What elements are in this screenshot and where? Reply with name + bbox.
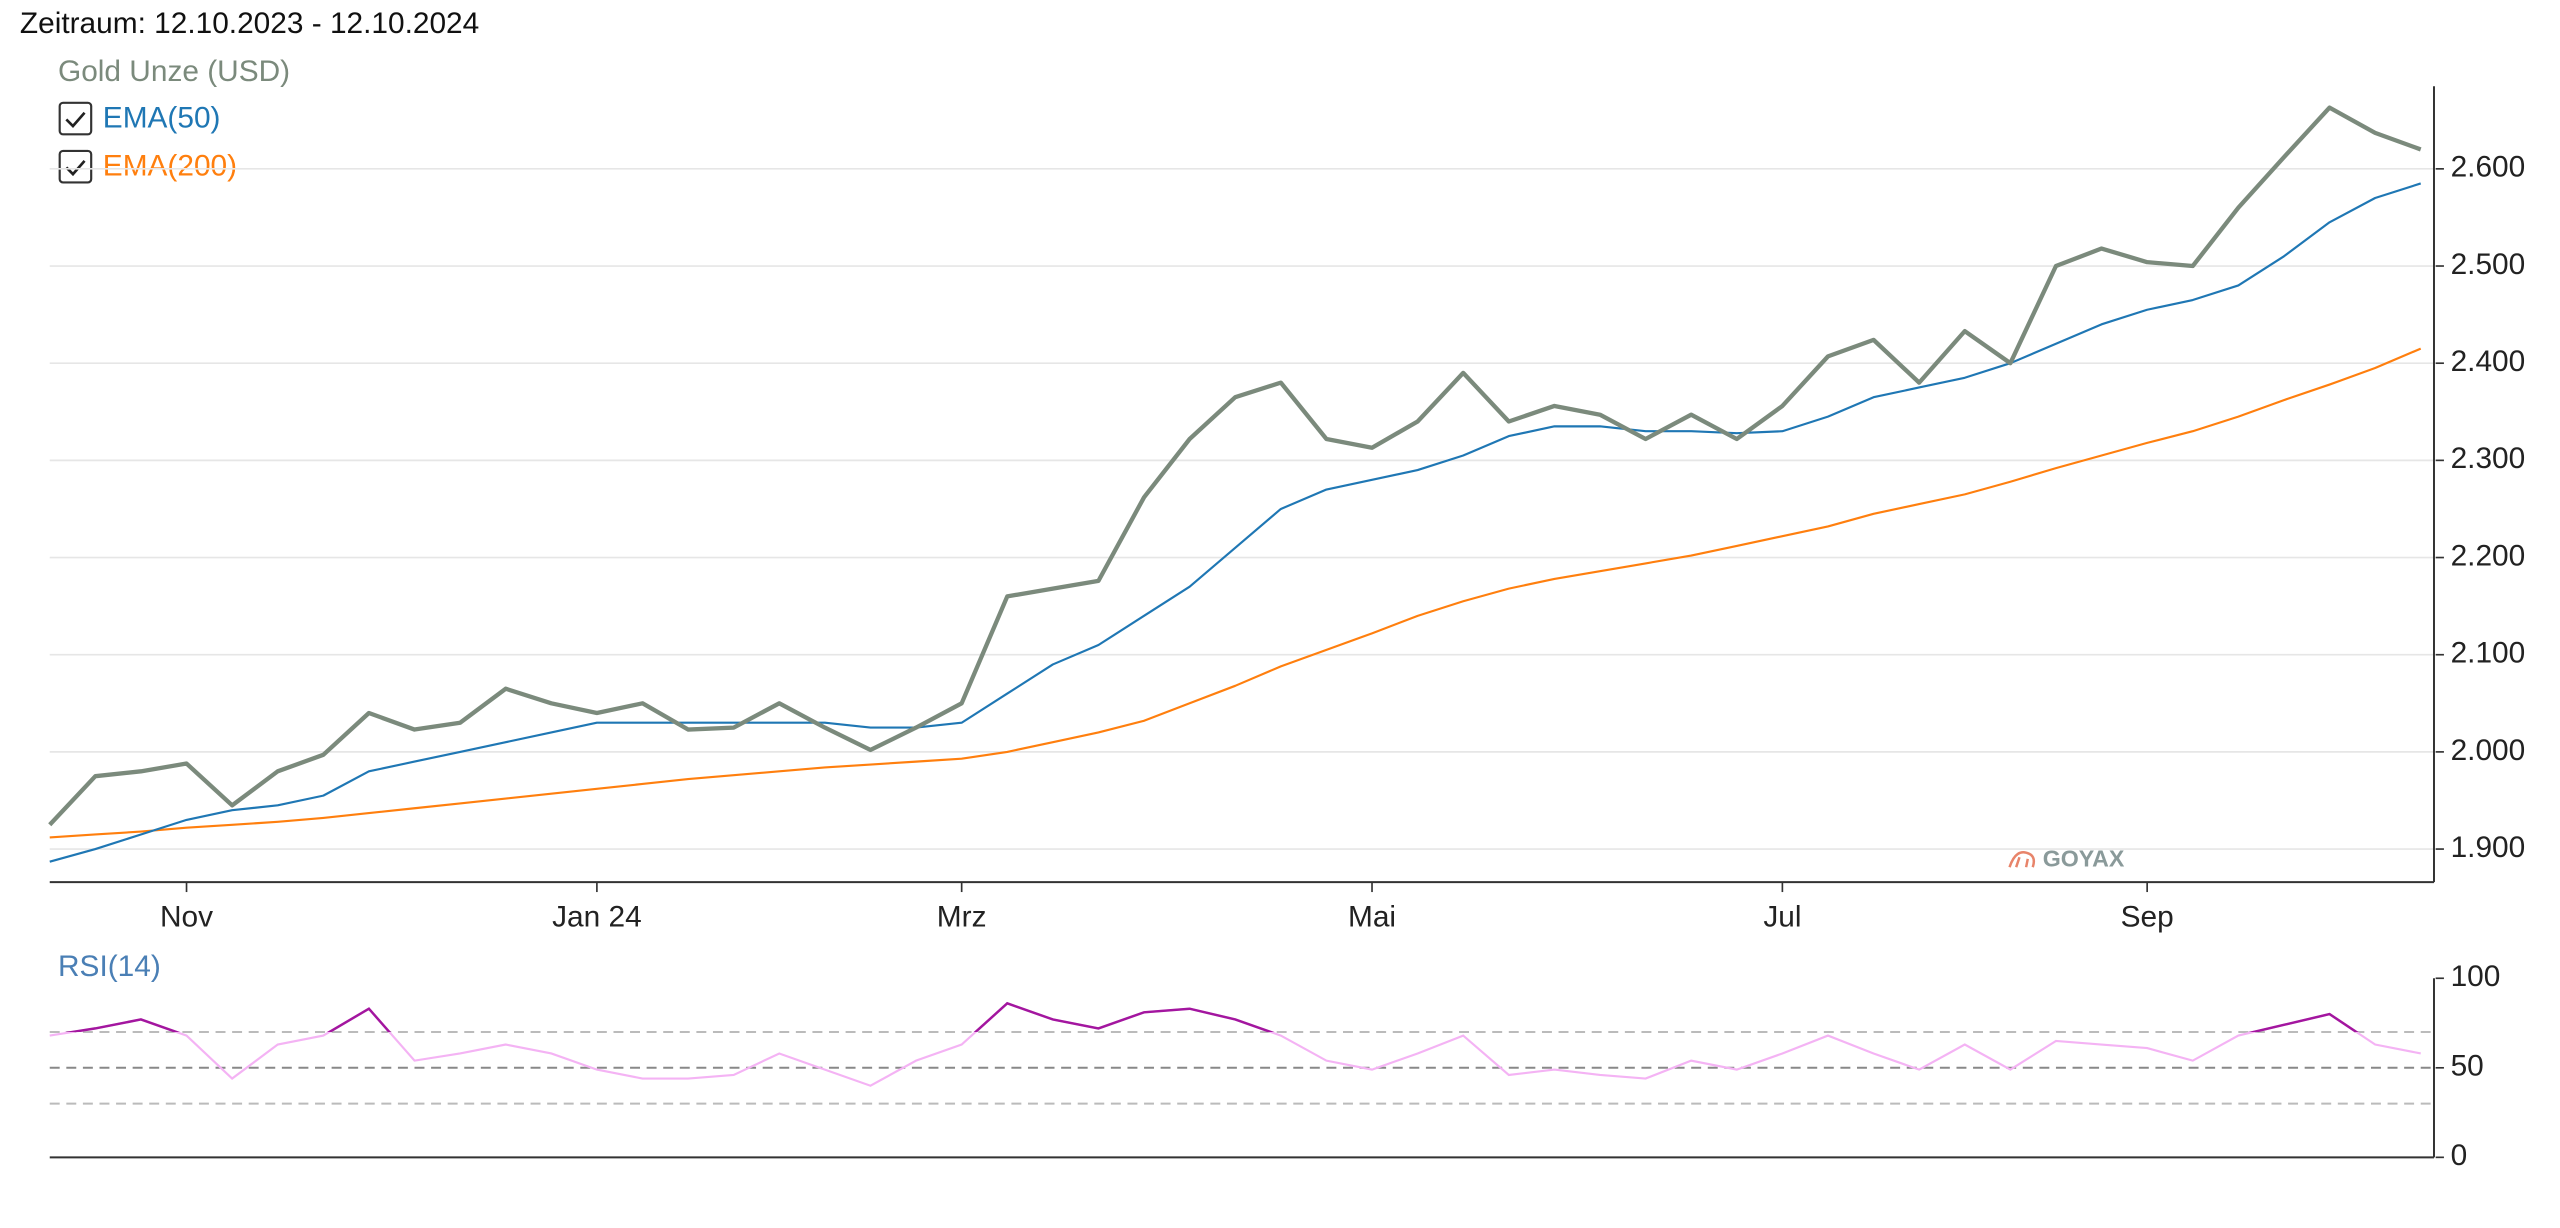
y-tick-label: 100 [2451, 960, 2501, 993]
x-tick-label: Mrz [937, 900, 987, 933]
checkbox[interactable] [58, 149, 93, 184]
chart-title: Zeitraum: 12.10.2023 - 12.10.2024 [20, 7, 479, 40]
checkmark [65, 111, 86, 128]
checkmark [65, 159, 86, 177]
x-tick-label: Sep [2121, 900, 2174, 933]
y-tick-label: 0 [2451, 1139, 2468, 1172]
rsi-line [49, 1002, 2421, 1087]
watermark: GOYAX [2043, 846, 2125, 872]
x-tick-label: Jan 24 [552, 900, 642, 933]
rsi-overbought [64, 1001, 2359, 1032]
y-tick-label: 2.500 [2451, 248, 2526, 281]
y-tick-label: 2.100 [2451, 637, 2526, 670]
y-tick-label: 2.200 [2451, 539, 2526, 572]
x-tick-label: Nov [160, 900, 213, 933]
checkbox[interactable] [58, 101, 93, 136]
y-tick-label: 2.000 [2451, 734, 2526, 767]
legend-checkbox[interactable] [58, 149, 93, 184]
line [48, 105, 2422, 827]
legend-label[interactable]: EMA(50) [103, 101, 221, 134]
legend-label[interactable]: EMA(200) [103, 149, 237, 182]
x-tick-label: Jul [1763, 900, 1801, 933]
rsi-label: RSI(14) [58, 950, 161, 983]
watermark-logo [2008, 851, 2036, 868]
y-tick-label: 50 [2451, 1050, 2484, 1083]
legend-checkbox[interactable] [58, 101, 93, 136]
y-tick-label: 2.600 [2451, 151, 2526, 184]
legend-label: Gold Unze (USD) [58, 55, 290, 88]
x-tick-label: Mai [1348, 900, 1396, 933]
y-tick-label: 2.300 [2451, 442, 2526, 475]
y-tick-label: 1.900 [2451, 831, 2526, 864]
y-tick-label: 2.400 [2451, 345, 2526, 378]
line [49, 182, 2422, 863]
line [49, 347, 2422, 839]
